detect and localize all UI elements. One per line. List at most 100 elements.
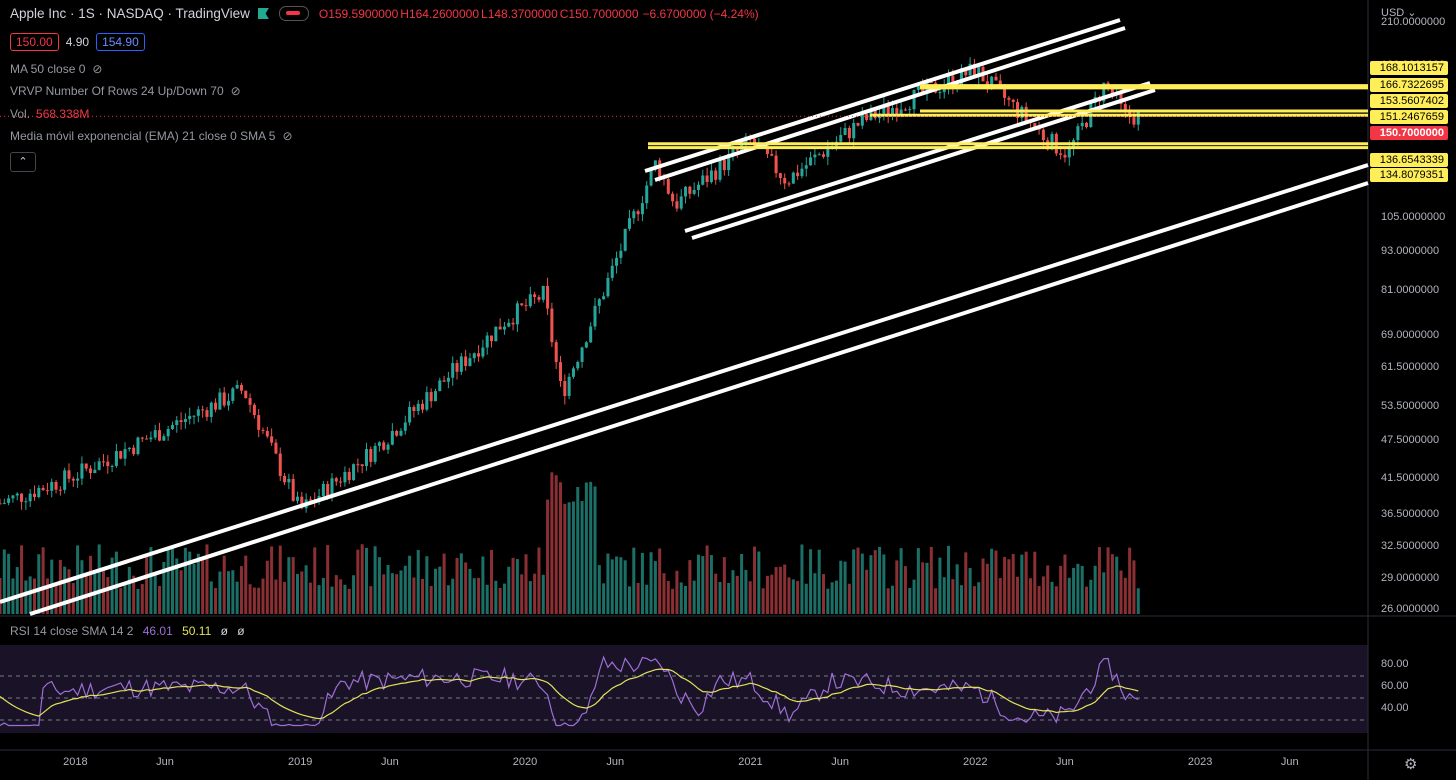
- currency-label: USD: [1381, 7, 1405, 19]
- volume-bar: [179, 570, 183, 614]
- candle-body: [1106, 82, 1110, 86]
- volume-bar: [528, 581, 532, 614]
- volume-bar: [455, 557, 459, 614]
- volume-bar: [403, 565, 407, 614]
- candle-body: [839, 134, 843, 142]
- candle-body: [106, 461, 110, 467]
- candle-body: [692, 189, 696, 194]
- gear-icon[interactable]: ⚙: [1404, 756, 1418, 773]
- volume-bar: [597, 565, 601, 614]
- volume-bar: [1003, 556, 1007, 614]
- rsi-tick-label: 40.00: [1381, 702, 1409, 714]
- candle-body: [278, 453, 282, 476]
- level-price-tag: 166.7322695: [1370, 78, 1448, 92]
- volume-bar: [270, 546, 274, 614]
- hidden-eye-icon[interactable]: ⊘: [92, 62, 103, 76]
- symbol-title[interactable]: Apple Inc · 1S · NASDAQ · TradingView: [10, 6, 250, 21]
- candle-body: [727, 154, 731, 171]
- candle-body: [606, 277, 610, 297]
- indicator-vrvp[interactable]: VRVP Number Of Rows 24 Up/Down 70 ⊘: [10, 84, 241, 98]
- ohlc-low: L148.3700000: [481, 6, 558, 21]
- candle-body: [1119, 93, 1123, 105]
- candle-body: [528, 294, 532, 307]
- volume-bar: [235, 581, 239, 614]
- buy-price-button[interactable]: 154.90: [96, 33, 145, 51]
- candle-body: [175, 420, 179, 426]
- volume-bar: [15, 567, 19, 614]
- volume-bar: [718, 581, 722, 614]
- hidden-eye-icon[interactable]: ⊘: [230, 84, 241, 98]
- candle-body: [170, 425, 174, 429]
- indicator-ema[interactable]: Media móvil exponencial (EMA) 21 close 0…: [10, 129, 293, 143]
- volume-bar: [623, 560, 627, 614]
- volume-bar: [1020, 554, 1024, 614]
- candle-body: [364, 449, 368, 467]
- candle-body: [658, 160, 662, 178]
- volume-bar: [158, 585, 162, 614]
- candle-body: [390, 430, 394, 445]
- volume-bar: [313, 547, 317, 614]
- flag-icon[interactable]: [257, 8, 269, 19]
- candle-body: [339, 481, 343, 483]
- candle-body: [520, 303, 524, 306]
- candle-body: [502, 326, 506, 330]
- candle-body: [684, 186, 688, 197]
- candle-body: [382, 442, 386, 450]
- volume-bar: [507, 566, 511, 614]
- candle-body: [580, 347, 584, 362]
- candle-body: [688, 186, 692, 194]
- candle-body: [283, 475, 287, 483]
- candle-body: [1102, 82, 1106, 102]
- hidden-eye-icon[interactable]: ⊘: [282, 129, 293, 143]
- volume-bar: [968, 568, 972, 614]
- candle-body: [239, 384, 243, 391]
- candle-body: [921, 86, 925, 93]
- volume-bar: [916, 548, 920, 614]
- candle-body: [97, 461, 101, 470]
- candle-body: [912, 89, 916, 110]
- volume-bar: [304, 565, 308, 614]
- volume-bar: [921, 562, 925, 614]
- candle-body: [1063, 154, 1067, 158]
- volume-bar: [451, 578, 455, 614]
- volume-bar: [800, 544, 804, 614]
- candle-body: [291, 478, 295, 501]
- currency-selector[interactable]: USD ⌄: [1381, 7, 1417, 19]
- volume-bar: [97, 544, 101, 614]
- candle-body: [627, 218, 631, 229]
- spread-value: 4.90: [65, 35, 90, 49]
- candle-body: [890, 108, 895, 115]
- indicator-ma[interactable]: MA 50 close 0 ⊘: [10, 62, 102, 76]
- candle-body: [54, 481, 58, 490]
- volume-bar: [847, 583, 851, 614]
- sell-price-button[interactable]: 150.00: [10, 33, 59, 51]
- rsi-sma-line: [0, 668, 1139, 720]
- candle-body: [356, 464, 360, 466]
- volume-bar: [899, 548, 903, 614]
- candle-body: [472, 353, 476, 359]
- indicator-volume[interactable]: Vol. 568.338M: [10, 107, 89, 121]
- time-tick-label: Jun: [380, 756, 399, 768]
- indicator-ema-label: Media móvil exponencial (EMA) 21 close 0…: [10, 129, 276, 143]
- volume-bar: [308, 582, 312, 614]
- volume-bar: [373, 546, 377, 614]
- candle-body: [546, 285, 550, 309]
- rsi-legend[interactable]: RSI 14 close SMA 14 2 46.01 50.11 ø ø: [10, 624, 245, 638]
- candle-body: [235, 384, 239, 389]
- volume-bar: [653, 561, 657, 614]
- candle-body: [731, 148, 735, 155]
- volume-bar: [464, 562, 468, 614]
- toggle-icon[interactable]: [278, 6, 309, 21]
- candle-body: [770, 153, 774, 156]
- volume-bar: [524, 554, 528, 614]
- volume-bar: [550, 472, 554, 614]
- volume-bar: [606, 553, 610, 614]
- volume-bar: [343, 584, 347, 614]
- volume-bar: [886, 588, 890, 614]
- volume-bar: [485, 584, 489, 614]
- price-tick-label: 93.0000000: [1381, 244, 1440, 257]
- candle-body: [485, 335, 489, 348]
- collapse-legend-button[interactable]: ⌃: [10, 152, 36, 172]
- volume-bar: [701, 556, 705, 614]
